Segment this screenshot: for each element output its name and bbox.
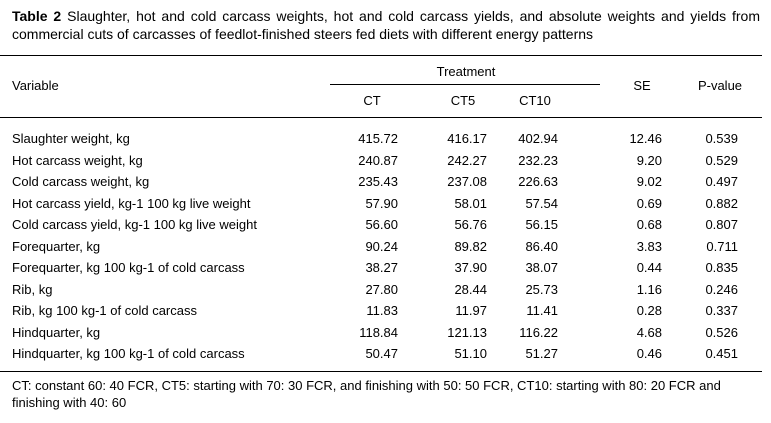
cell-ct: 11.83 bbox=[366, 303, 398, 318]
cell-ct10: 25.73 bbox=[525, 282, 558, 297]
cell-ct5: 416.17 bbox=[447, 131, 487, 146]
cell-p: 0.835 bbox=[705, 260, 738, 275]
cell-p: 0.526 bbox=[705, 325, 738, 340]
row-label: Hindquarter, kg bbox=[12, 325, 101, 340]
row-label: Cold carcass weight, kg bbox=[12, 174, 150, 189]
cell-ct5: 121.13 bbox=[447, 325, 487, 340]
cell-p: 0.246 bbox=[705, 282, 738, 297]
cell-ct5: 51.10 bbox=[454, 346, 487, 361]
top-rule bbox=[0, 55, 762, 56]
cell-p: 0.451 bbox=[705, 346, 738, 361]
cell-ct: 27.80 bbox=[365, 282, 398, 297]
row-label: Hot carcass yield, kg-1 100 kg live weig… bbox=[12, 196, 251, 211]
row-label: Hot carcass weight, kg bbox=[12, 153, 143, 168]
cell-ct10: 51.27 bbox=[525, 346, 558, 361]
bottom-rule bbox=[0, 371, 762, 372]
header-rule bbox=[0, 117, 762, 118]
cell-ct10: 402.94 bbox=[518, 131, 558, 146]
cell-se: 9.20 bbox=[636, 153, 662, 168]
row-label: Forequarter, kg bbox=[12, 239, 101, 254]
cell-se: 0.28 bbox=[636, 303, 662, 318]
cell-ct5: 58.01 bbox=[454, 196, 487, 211]
cell-p: 0.807 bbox=[705, 217, 738, 232]
row-label: Hindquarter, kg 100 kg-1 of cold carcass bbox=[12, 346, 245, 361]
cell-ct: 57.90 bbox=[365, 196, 398, 211]
cell-ct10: 232.23 bbox=[518, 153, 558, 168]
cell-ct: 50.47 bbox=[365, 346, 398, 361]
cell-se: 1.16 bbox=[636, 282, 662, 297]
cell-se: 0.68 bbox=[636, 217, 662, 232]
cell-se: 0.44 bbox=[636, 260, 662, 275]
cell-ct: 38.27 bbox=[365, 260, 398, 275]
cell-ct: 240.87 bbox=[358, 153, 398, 168]
row-label: Rib, kg 100 kg-1 of cold carcass bbox=[12, 303, 197, 318]
table-caption-text: Slaughter, hot and cold carcass weights,… bbox=[12, 8, 760, 42]
cell-ct10: 86.40 bbox=[525, 239, 558, 254]
header-ct: CT bbox=[363, 93, 381, 108]
cell-ct5: 237.08 bbox=[447, 174, 487, 189]
cell-ct5: 11.97 bbox=[455, 303, 487, 318]
cell-p: 0.882 bbox=[705, 196, 738, 211]
cell-se: 0.69 bbox=[636, 196, 662, 211]
cell-ct10: 57.54 bbox=[525, 196, 558, 211]
cell-ct5: 56.76 bbox=[454, 217, 487, 232]
header-variable: Variable bbox=[12, 78, 59, 93]
cell-se: 9.02 bbox=[636, 174, 662, 189]
cell-p: 0.539 bbox=[705, 131, 738, 146]
table-footnote: CT: constant 60: 40 FCR, CT5: starting w… bbox=[12, 378, 721, 410]
cell-p: 0.711 bbox=[706, 239, 738, 254]
header-treatment: Treatment bbox=[436, 64, 496, 79]
row-label: Cold carcass yield, kg-1 100 kg live wei… bbox=[12, 217, 257, 232]
cell-se: 3.83 bbox=[636, 239, 662, 254]
cell-ct10: 38.07 bbox=[525, 260, 558, 275]
row-label: Slaughter weight, kg bbox=[12, 131, 130, 146]
header-pvalue: P-value bbox=[697, 78, 743, 93]
header-se: SE bbox=[633, 78, 651, 93]
header-ct10: CT10 bbox=[519, 93, 551, 108]
table-caption: Table 2 Slaughter, hot and cold carcass … bbox=[12, 7, 760, 43]
cell-ct5: 28.44 bbox=[454, 282, 487, 297]
cell-se: 12.46 bbox=[629, 131, 662, 146]
cell-ct: 415.72 bbox=[358, 131, 398, 146]
cell-ct10: 56.15 bbox=[525, 217, 558, 232]
cell-p: 0.337 bbox=[705, 303, 738, 318]
cell-p: 0.497 bbox=[705, 174, 738, 189]
cell-ct5: 89.82 bbox=[454, 239, 487, 254]
cell-ct5: 37.90 bbox=[454, 260, 487, 275]
row-label: Rib, kg bbox=[12, 282, 53, 297]
cell-ct10: 226.63 bbox=[518, 174, 558, 189]
cell-ct: 90.24 bbox=[365, 239, 398, 254]
cell-ct: 56.60 bbox=[365, 217, 398, 232]
header-ct5: CT5 bbox=[450, 93, 476, 108]
cell-ct5: 242.27 bbox=[447, 153, 487, 168]
cell-ct10: 11.41 bbox=[526, 303, 558, 318]
cell-ct: 235.43 bbox=[358, 174, 398, 189]
cell-ct: 118.84 bbox=[359, 325, 398, 340]
treatment-rule bbox=[330, 84, 600, 85]
cell-p: 0.529 bbox=[705, 153, 738, 168]
cell-se: 4.68 bbox=[636, 325, 662, 340]
row-label: Forequarter, kg 100 kg-1 of cold carcass bbox=[12, 260, 245, 275]
cell-se: 0.46 bbox=[636, 346, 662, 361]
cell-ct10: 116.22 bbox=[519, 325, 558, 340]
table-label: Table 2 bbox=[12, 8, 62, 24]
